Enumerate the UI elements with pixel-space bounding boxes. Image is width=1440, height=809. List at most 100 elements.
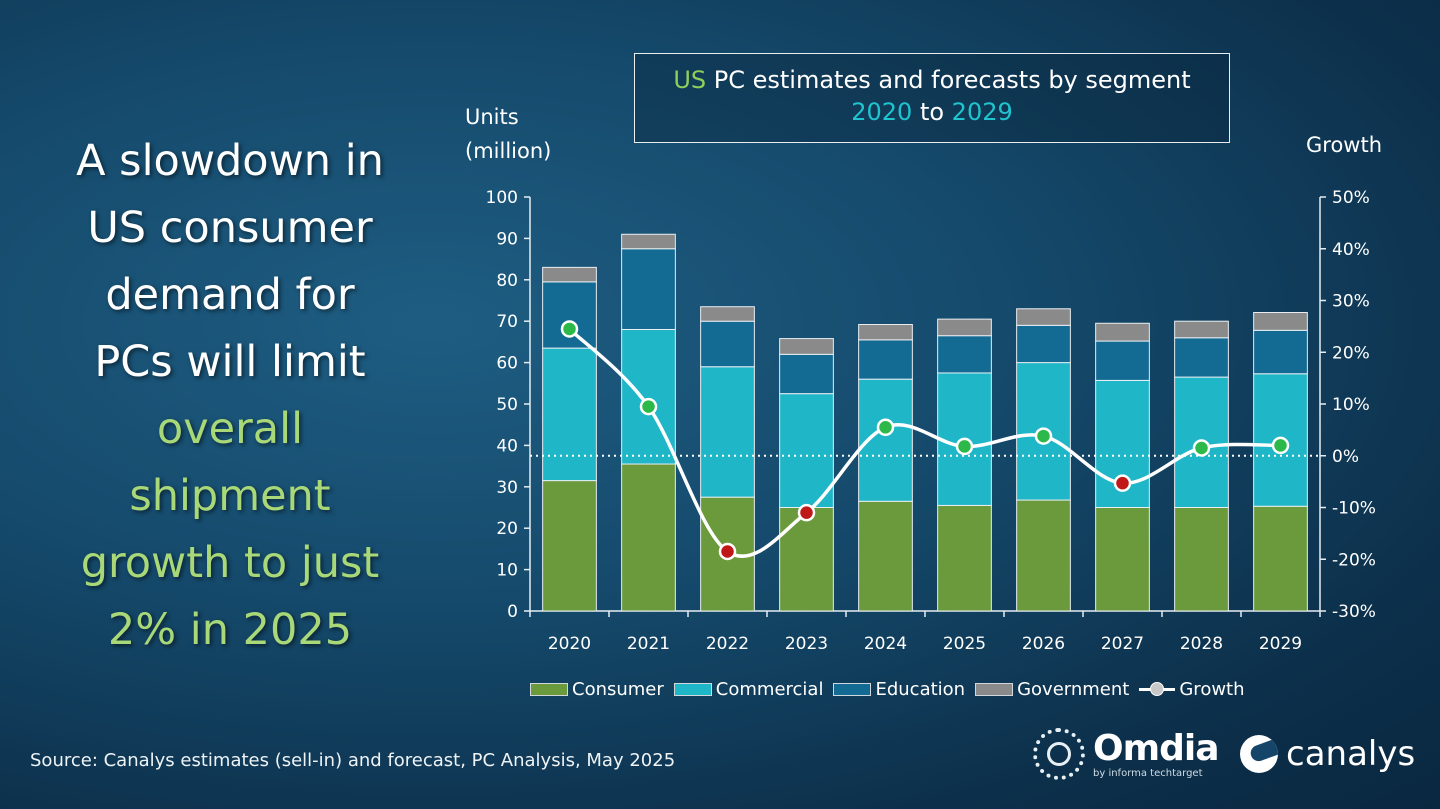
right-tick-label: 50% (1332, 188, 1370, 208)
legend-swatch-consumer (530, 682, 568, 696)
bar-education (621, 248, 676, 330)
bar-government (1016, 308, 1071, 326)
bar-education (1095, 340, 1150, 381)
omdia-subtitle: by informa techtarget (1093, 767, 1203, 779)
canalys-wordmark: canalys (1286, 734, 1416, 774)
x-tick-label: 2024 (864, 634, 907, 654)
headline-line: PCs will limit (94, 337, 366, 387)
x-tick-label: 2027 (1101, 634, 1144, 654)
omdia-wordmark: Omdia (1093, 727, 1220, 769)
omdia-ring-icon (1033, 728, 1085, 780)
bar-government (1095, 322, 1150, 342)
bar-government (700, 306, 755, 322)
right-tick-label: 40% (1332, 240, 1370, 260)
bar-education (700, 320, 755, 368)
title-us: US (673, 66, 707, 94)
left-tick-label: 30 (496, 478, 518, 498)
bar-government (937, 318, 992, 337)
x-tick-label: 2021 (627, 634, 670, 654)
legend-item-education: Education (833, 679, 965, 700)
title-end-year: 2029 (951, 98, 1013, 126)
bar-consumer (858, 500, 913, 612)
left-tick-label: 100 (486, 188, 518, 208)
bar-education (542, 281, 597, 349)
left-tick-label: 10 (496, 561, 518, 581)
left-axis-label-line: (million) (465, 139, 552, 163)
bar-consumer (1174, 507, 1229, 612)
legend-item-growth: Growth (1139, 678, 1245, 700)
bar-government (1174, 320, 1229, 339)
bar-consumer (1016, 499, 1071, 612)
growth-point (955, 437, 974, 456)
left-tick-label: 90 (496, 229, 518, 249)
headline-line-highlight: shipment (129, 471, 331, 521)
canalys-mark-icon (1240, 735, 1278, 773)
x-tick-label: 2028 (1180, 634, 1223, 654)
bar-government (779, 338, 834, 355)
x-tick-label: 2022 (706, 634, 749, 654)
left-tick-label: 70 (496, 312, 518, 332)
bar-consumer (779, 507, 834, 612)
headline-line-highlight: growth to just (80, 538, 380, 588)
bar-consumer (542, 480, 597, 612)
legend: Consumer Commercial Education Government… (530, 676, 1255, 702)
bar-commercial (1095, 379, 1150, 509)
legend-swatch-growth (1139, 682, 1176, 696)
right-tick-label: 0% (1332, 447, 1359, 467)
bar-consumer (1095, 507, 1150, 612)
source-note: Source: Canalys estimates (sell-in) and … (30, 750, 676, 771)
bar-commercial (779, 393, 834, 508)
bar-education (1253, 329, 1308, 375)
chart-title-line-2: 2020 to 2029 (635, 96, 1229, 128)
canalys-logo: canalys (1240, 734, 1415, 774)
title-text: PC estimates and forecasts by segment (706, 66, 1191, 94)
x-tick-label: 2029 (1259, 634, 1302, 654)
legend-item-government: Government (975, 679, 1129, 700)
growth-point (797, 503, 816, 522)
right-tick-label: -30% (1332, 602, 1376, 622)
bar-commercial (542, 347, 597, 482)
growth-point (560, 320, 579, 338)
growth-line (568, 327, 1281, 558)
bar-consumer (937, 504, 992, 612)
right-tick-label: 20% (1332, 343, 1370, 363)
legend-item-consumer: Consumer (530, 679, 664, 700)
left-tick-label: 60 (496, 354, 518, 374)
bar-education (937, 335, 992, 374)
headline: A slowdown in US consumer demand for PCs… (30, 128, 430, 664)
growth-point (1192, 439, 1211, 457)
x-tick-label: 2025 (943, 634, 986, 654)
headline-line: demand for (105, 270, 355, 320)
legend-label: Growth (1179, 678, 1245, 700)
headline-line-highlight: 2% in 2025 (107, 605, 353, 655)
right-tick-label: 30% (1332, 292, 1370, 312)
left-axis-label: Units (million) (465, 100, 551, 168)
left-tick-label: 40 (496, 436, 518, 456)
x-tick-label: 2023 (785, 634, 828, 654)
left-tick-label: 80 (496, 271, 518, 291)
right-tick-label: 10% (1332, 395, 1370, 415)
legend-swatch-commercial (673, 682, 712, 696)
bar-education (858, 339, 913, 380)
bar-consumer (621, 463, 676, 612)
x-tick-label: 2026 (1022, 634, 1065, 654)
left-axis-label-line: Units (465, 105, 519, 129)
bar-education (779, 353, 834, 395)
chart-title-line-1: US PC estimates and forecasts by segment (635, 64, 1229, 96)
right-tick-label: -10% (1332, 499, 1376, 519)
bar-government (542, 266, 597, 283)
headline-line-highlight: overall (156, 404, 304, 454)
legend-label: Government (1017, 678, 1130, 700)
headline-line: A slowdown in (76, 136, 384, 186)
left-tick-label: 0 (507, 602, 518, 622)
bar-commercial (700, 366, 755, 498)
omdia-logo: Omdia by informa techtarget (1033, 727, 1220, 780)
title-start-year: 2020 (851, 98, 913, 126)
legend-swatch-government (975, 682, 1014, 696)
growth-point (876, 418, 895, 437)
right-axis-label: Growth (1306, 133, 1383, 157)
growth-point (1113, 474, 1132, 492)
x-tick-label: 2020 (548, 634, 591, 654)
bar-commercial (858, 378, 913, 502)
